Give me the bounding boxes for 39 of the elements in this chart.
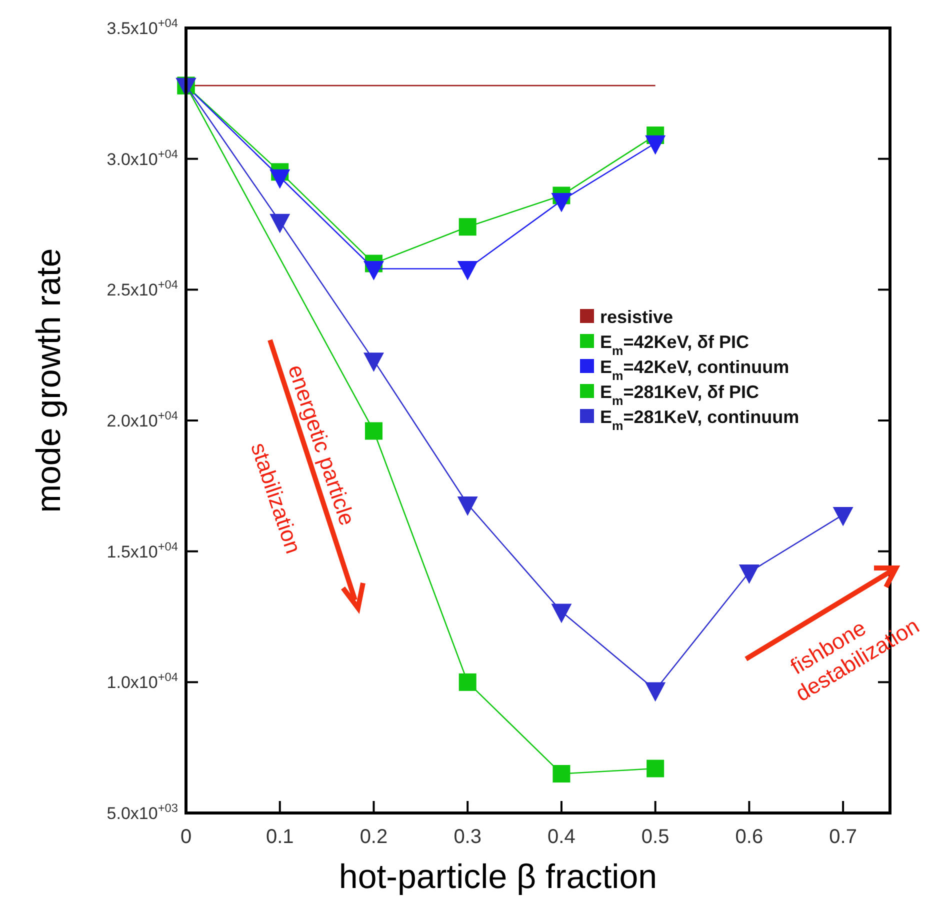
- x-axis-title: hot-particle β fraction: [338, 858, 658, 896]
- y-tick-label: 1.5x10$^{+04}$: [106, 539, 178, 562]
- point: [458, 496, 478, 515]
- point: [646, 135, 666, 154]
- point: [739, 564, 759, 584]
- y-axis-title: mode growth rate: [30, 248, 68, 513]
- point: [552, 604, 572, 622]
- y-tick-label: 2.0x10$^{+04}$: [106, 408, 178, 430]
- point: [270, 169, 290, 188]
- legend-label: E$_{m}$=281KeV, δf PIC: [600, 382, 760, 408]
- point: [458, 260, 478, 280]
- point: [646, 682, 666, 701]
- x-tick-label: 0.5: [641, 826, 670, 848]
- point: [646, 760, 664, 778]
- x-tick-label: 0.7: [829, 826, 857, 848]
- point: [364, 352, 384, 372]
- y-tick-label: 3.0x10$^{+04}$: [106, 146, 178, 169]
- x-tick-label: 0.4: [548, 826, 576, 848]
- point: [458, 673, 476, 691]
- x-tick-label: 0: [180, 826, 192, 848]
- y-tick-label: 5.0x10$^{+03}$: [106, 801, 178, 823]
- x-tick-label: 0.1: [266, 826, 294, 848]
- point: [364, 260, 384, 280]
- point: [833, 506, 853, 526]
- legend-label: E$_{m}$=281KeV, continuum: [600, 407, 800, 433]
- legend-label: E$_{m}$=42KeV, continuum: [600, 357, 790, 383]
- y-tick-label: 1.0x10$^{+04}$: [106, 670, 178, 692]
- point: [364, 422, 382, 440]
- x-tick-label: 0.6: [735, 826, 764, 848]
- point: [458, 218, 476, 236]
- y-tick-label: 2.5x10$^{+04}$: [106, 278, 178, 300]
- legend-label: E$_{m}$=42KeV, δf PIC: [600, 332, 750, 358]
- x-tick-label: 0.3: [454, 826, 482, 848]
- point: [270, 214, 290, 232]
- x-tick-label: 0.2: [360, 826, 388, 848]
- legend-label: resistive: [600, 307, 674, 327]
- point: [552, 192, 572, 212]
- point: [552, 765, 570, 782]
- y-tick-label: 3.5x10$^{+04}$: [106, 16, 178, 38]
